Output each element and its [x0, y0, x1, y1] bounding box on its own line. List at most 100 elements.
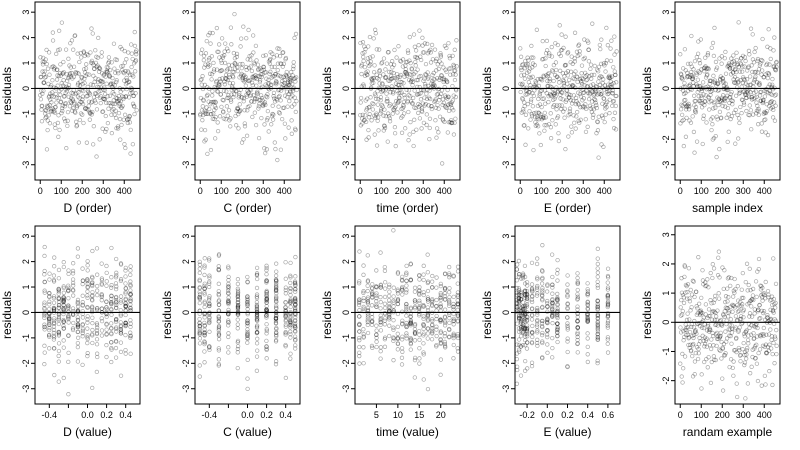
x-tick-label: 0.2 [260, 410, 273, 420]
residual-point [118, 105, 124, 110]
residual-point [585, 281, 590, 286]
residual-point [404, 73, 410, 79]
y-tick-label: 0 [661, 86, 671, 91]
residual-point [268, 50, 273, 55]
residual-point [545, 328, 550, 333]
residual-point [518, 309, 524, 314]
residual-point [680, 77, 685, 82]
residual-point [694, 72, 699, 77]
residual-point [109, 285, 114, 290]
residual-point [540, 355, 545, 360]
residual-point [235, 311, 241, 316]
residual-point [737, 325, 742, 330]
y-tick-label: -3 [181, 161, 191, 169]
residual-point [434, 92, 440, 97]
residual-point [565, 339, 570, 344]
residual-point [275, 68, 280, 73]
residual-point [585, 307, 590, 312]
y-tick-label: 1 [501, 285, 511, 290]
residual-point [691, 80, 696, 85]
residual-point [708, 98, 714, 104]
residual-point [762, 94, 768, 99]
residual-point [123, 323, 128, 329]
residual-point [710, 40, 716, 46]
residual-point [767, 88, 773, 94]
residual-point [438, 317, 443, 323]
residual-point [547, 91, 553, 97]
residual-point [202, 327, 207, 332]
residual-point [570, 83, 575, 89]
residual-point [769, 337, 774, 343]
residual-point [442, 291, 448, 296]
residual-point [415, 55, 420, 61]
residual-point [264, 313, 269, 318]
residual-point [690, 343, 695, 348]
residual-point [449, 120, 454, 125]
residual-point [48, 109, 53, 114]
residual-point [197, 324, 203, 329]
residual-point [518, 81, 523, 87]
residual-point [744, 95, 749, 101]
residual-point [704, 328, 710, 333]
residual-point [560, 97, 565, 102]
residual-point [596, 64, 602, 69]
residual-point [128, 264, 133, 269]
residual-point [197, 363, 202, 368]
residual-point [357, 297, 362, 302]
residual-point [260, 72, 265, 77]
residual-point [727, 66, 733, 71]
residual-point [773, 92, 779, 97]
residual-point [733, 286, 738, 292]
residual-point [712, 357, 717, 362]
residual-point [757, 333, 762, 338]
residual-point [407, 77, 412, 83]
residual-point [574, 99, 579, 104]
y-tick-label: -1 [501, 110, 511, 118]
residual-point [375, 102, 381, 107]
residual-point [202, 272, 207, 278]
residual-point [283, 332, 288, 337]
residual-point [237, 61, 243, 67]
residual-point [236, 126, 241, 131]
residual-point [429, 104, 434, 109]
residual-point [288, 298, 293, 304]
residual-point [723, 299, 728, 305]
residual-point [605, 82, 611, 87]
residual-point [200, 104, 205, 109]
residual-point [274, 96, 279, 102]
residual-point [715, 81, 720, 86]
residual-point [374, 284, 379, 289]
residual-point [110, 81, 116, 86]
residual-point [429, 42, 435, 48]
residual-point [117, 101, 122, 106]
y-axis-label: residuals [640, 291, 654, 339]
residual-point [585, 317, 590, 323]
x-tick-label: 0.2 [100, 410, 113, 420]
residual-point [264, 328, 269, 333]
residual-point [595, 285, 600, 291]
residual-point [545, 298, 550, 304]
residual-point [293, 283, 298, 288]
residual-point [706, 95, 712, 101]
residual-point [395, 75, 400, 80]
residual-point [384, 99, 389, 104]
residual-point [530, 334, 535, 340]
residual-point [94, 283, 100, 289]
residual-point [80, 328, 85, 334]
residual-point [230, 73, 235, 79]
residual-point [274, 305, 279, 310]
residual-point [201, 97, 206, 102]
residual-point [80, 81, 85, 87]
residual-point [366, 135, 371, 140]
residual-point [414, 55, 419, 60]
residual-point [275, 46, 280, 51]
residual-point [725, 276, 731, 281]
residual-point [544, 38, 550, 44]
residual-point [520, 81, 525, 86]
residual-point [766, 348, 772, 353]
residual-point [567, 77, 572, 83]
residual-point [757, 63, 762, 68]
residual-point [746, 333, 751, 338]
residual-point [242, 124, 248, 129]
residual-point [408, 335, 413, 341]
